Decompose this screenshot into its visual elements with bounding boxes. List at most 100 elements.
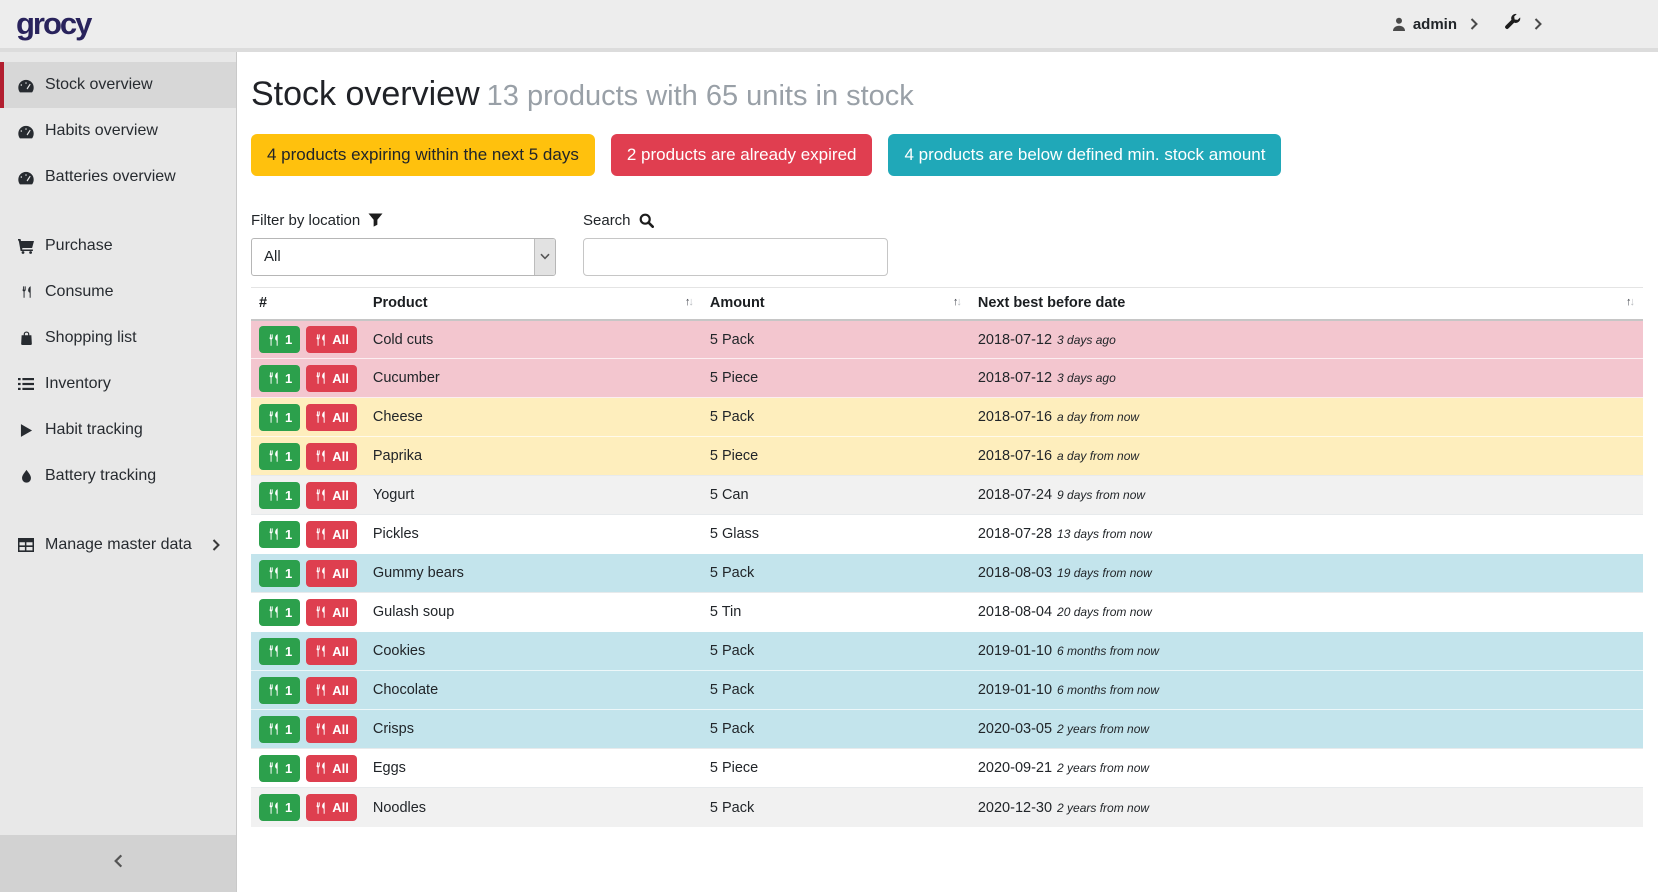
amount: 5 Pack bbox=[702, 788, 970, 827]
consume-all-button[interactable]: All bbox=[306, 677, 357, 704]
sidebar-item-label: Stock overview bbox=[45, 76, 153, 94]
best-before-date: 2020-03-052 years from now bbox=[970, 710, 1643, 749]
consume-one-button[interactable]: 1 bbox=[259, 326, 300, 353]
search-input[interactable] bbox=[583, 238, 888, 276]
consume-all-button[interactable]: All bbox=[306, 404, 357, 431]
relative-time: 2 years from now bbox=[1057, 761, 1149, 775]
sidebar-item-batteries-overview[interactable]: Batteries overview bbox=[0, 154, 236, 200]
sidebar-item-inventory[interactable]: Inventory bbox=[0, 361, 236, 407]
consume-one-button[interactable]: 1 bbox=[259, 521, 300, 548]
location-filter-value: All bbox=[264, 248, 281, 265]
chevron-right-icon[interactable] bbox=[1534, 18, 1542, 30]
column-header-next-best-before-date[interactable]: Next best before date↑↓ bbox=[970, 287, 1643, 320]
sidebar-item-habits-overview[interactable]: Habits overview bbox=[0, 108, 236, 154]
consume-all-button[interactable]: All bbox=[306, 365, 357, 392]
cutlery-icon bbox=[314, 683, 327, 697]
sidebar-item-stock-overview[interactable]: Stock overview bbox=[0, 62, 236, 108]
amount: 5 Pack bbox=[702, 320, 970, 359]
sidebar-item-purchase[interactable]: Purchase bbox=[0, 223, 236, 269]
cutlery-icon bbox=[314, 605, 327, 619]
relative-time: 3 days ago bbox=[1057, 371, 1116, 385]
sidebar-item-battery-tracking[interactable]: Battery tracking bbox=[0, 453, 236, 499]
consume-all-button[interactable]: All bbox=[306, 638, 357, 665]
alert-info[interactable]: 4 products are below defined min. stock … bbox=[888, 134, 1281, 176]
table-row: 1AllGummy bears5 Pack2018-08-0319 days f… bbox=[251, 554, 1643, 593]
amount: 5 Pack bbox=[702, 398, 970, 437]
consume-one-button[interactable]: 1 bbox=[259, 482, 300, 509]
amount: 5 Tin bbox=[702, 593, 970, 632]
stock-alerts: 4 products expiring within the next 5 da… bbox=[251, 134, 1643, 176]
sidebar-item-consume[interactable]: Consume bbox=[0, 269, 236, 315]
chevron-right-icon[interactable] bbox=[1470, 18, 1478, 30]
consume-all-button[interactable]: All bbox=[306, 599, 357, 626]
consume-all-button[interactable]: All bbox=[306, 326, 357, 353]
search-icon bbox=[639, 213, 654, 228]
consume-all-button[interactable]: All bbox=[306, 794, 357, 821]
consume-all-button[interactable]: All bbox=[306, 716, 357, 743]
relative-time: 6 months from now bbox=[1057, 644, 1159, 658]
consume-one-button[interactable]: 1 bbox=[259, 404, 300, 431]
cutlery-icon bbox=[314, 566, 327, 580]
topbar: grocy admin bbox=[0, 0, 1658, 52]
cutlery-icon bbox=[16, 285, 36, 299]
amount: 5 Piece bbox=[702, 359, 970, 398]
consume-one-button[interactable]: 1 bbox=[259, 365, 300, 392]
play-icon bbox=[16, 423, 36, 438]
chevron-right-icon bbox=[212, 539, 220, 551]
alert-danger[interactable]: 2 products are already expired bbox=[611, 134, 873, 176]
best-before-date: 2018-07-16a day from now bbox=[970, 437, 1643, 476]
consume-all-button[interactable]: All bbox=[306, 443, 357, 470]
collapse-sidebar-button[interactable] bbox=[0, 835, 236, 892]
consume-all-button[interactable]: All bbox=[306, 755, 357, 782]
gauge-icon bbox=[16, 78, 36, 93]
location-filter-select[interactable]: All bbox=[251, 238, 556, 276]
amount: 5 Piece bbox=[702, 437, 970, 476]
table-row: 1AllNoodles5 Pack2020-12-302 years from … bbox=[251, 788, 1643, 827]
consume-one-button[interactable]: 1 bbox=[259, 755, 300, 782]
app-logo[interactable]: grocy bbox=[16, 6, 90, 42]
consume-one-button[interactable]: 1 bbox=[259, 716, 300, 743]
user-icon bbox=[1392, 17, 1406, 31]
sort-icon: ↑↓ bbox=[685, 297, 692, 308]
best-before-date: 2018-08-0420 days from now bbox=[970, 593, 1643, 632]
sidebar-item-shopping-list[interactable]: Shopping list bbox=[0, 315, 236, 361]
list-icon bbox=[16, 377, 36, 391]
consume-one-button[interactable]: 1 bbox=[259, 443, 300, 470]
stock-table: #Product↑↓Amount↑↓Next best before date↑… bbox=[251, 287, 1643, 827]
sidebar: Stock overview Habits overview Batteries o… bbox=[0, 52, 237, 892]
best-before-date: 2019-01-106 months from now bbox=[970, 671, 1643, 710]
sidebar-item-habit-tracking[interactable]: Habit tracking bbox=[0, 407, 236, 453]
cutlery-icon bbox=[267, 333, 280, 347]
main-content: Stock overview13 products with 65 units … bbox=[237, 52, 1658, 892]
consume-all-button[interactable]: All bbox=[306, 521, 357, 548]
consume-one-button[interactable]: 1 bbox=[259, 560, 300, 587]
cutlery-icon bbox=[267, 527, 280, 541]
sidebar-item-label: Habits overview bbox=[45, 122, 158, 140]
consume-one-button[interactable]: 1 bbox=[259, 794, 300, 821]
user-name: admin bbox=[1413, 16, 1457, 33]
amount: 5 Can bbox=[702, 476, 970, 515]
sidebar-item-manage-master-data[interactable]: Manage master data bbox=[0, 522, 236, 568]
consume-one-button[interactable]: 1 bbox=[259, 638, 300, 665]
product-name: Cold cuts bbox=[365, 320, 702, 359]
amount: 5 Pack bbox=[702, 632, 970, 671]
droplet-icon bbox=[16, 469, 36, 484]
best-before-date: 2018-07-16a day from now bbox=[970, 398, 1643, 437]
relative-time: 13 days from now bbox=[1057, 527, 1152, 541]
location-filter-label: Filter by location bbox=[251, 212, 556, 229]
relative-time: 2 years from now bbox=[1057, 722, 1149, 736]
alert-warning[interactable]: 4 products expiring within the next 5 da… bbox=[251, 134, 595, 176]
consume-one-button[interactable]: 1 bbox=[259, 599, 300, 626]
best-before-date: 2018-07-123 days ago bbox=[970, 359, 1643, 398]
product-name: Yogurt bbox=[365, 476, 702, 515]
column-header-product[interactable]: Product↑↓ bbox=[365, 287, 702, 320]
amount: 5 Pack bbox=[702, 671, 970, 710]
consume-one-button[interactable]: 1 bbox=[259, 677, 300, 704]
consume-all-button[interactable]: All bbox=[306, 560, 357, 587]
table-row: 1AllGulash soup5 Tin2018-08-0420 days fr… bbox=[251, 593, 1643, 632]
cutlery-icon bbox=[314, 488, 327, 502]
settings-menu[interactable] bbox=[1504, 13, 1521, 35]
user-menu[interactable]: admin bbox=[1392, 16, 1457, 33]
consume-all-button[interactable]: All bbox=[306, 482, 357, 509]
column-header-amount[interactable]: Amount↑↓ bbox=[702, 287, 970, 320]
